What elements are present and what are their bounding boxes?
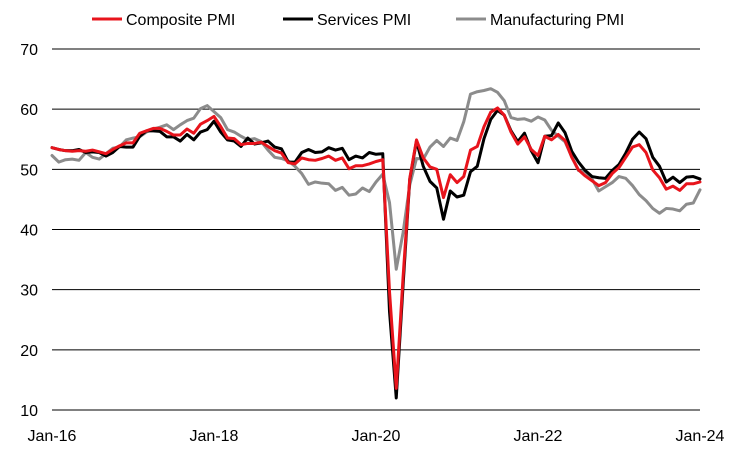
series-line-composite-pmi [50, 106, 702, 390]
x-tick-label: Jan-24 [676, 428, 725, 445]
y-tick-label: 40 [20, 223, 38, 240]
legend: Composite PMI Services PMI Manufacturing P… [92, 12, 624, 29]
y-axis: 10 20 30 40 50 60 70 [20, 42, 38, 420]
x-tick-label: Jan-20 [352, 428, 401, 445]
horizontal-gridlines [52, 48, 700, 411]
legend-label-manufacturing-pmi: Manufacturing PMI [490, 12, 624, 29]
x-tick-label: Jan-22 [514, 428, 563, 445]
y-tick-label: 10 [20, 403, 38, 420]
legend-label-composite-pmi: Composite PMI [126, 12, 235, 29]
x-tick-label: Jan-16 [28, 428, 77, 445]
series-group [50, 87, 702, 400]
x-tick-label: Jan-18 [190, 428, 239, 445]
x-axis: Jan-16 Jan-18 Jan-20 Jan-22 Jan-24 [28, 428, 725, 445]
legend-label-services-pmi: Services PMI [317, 12, 411, 29]
y-tick-label: 20 [20, 343, 38, 360]
y-tick-label: 60 [20, 102, 38, 119]
y-tick-label: 50 [20, 162, 38, 179]
y-tick-label: 30 [20, 283, 38, 300]
y-tick-label: 70 [20, 42, 38, 59]
series-line-services-pmi [50, 108, 702, 400]
